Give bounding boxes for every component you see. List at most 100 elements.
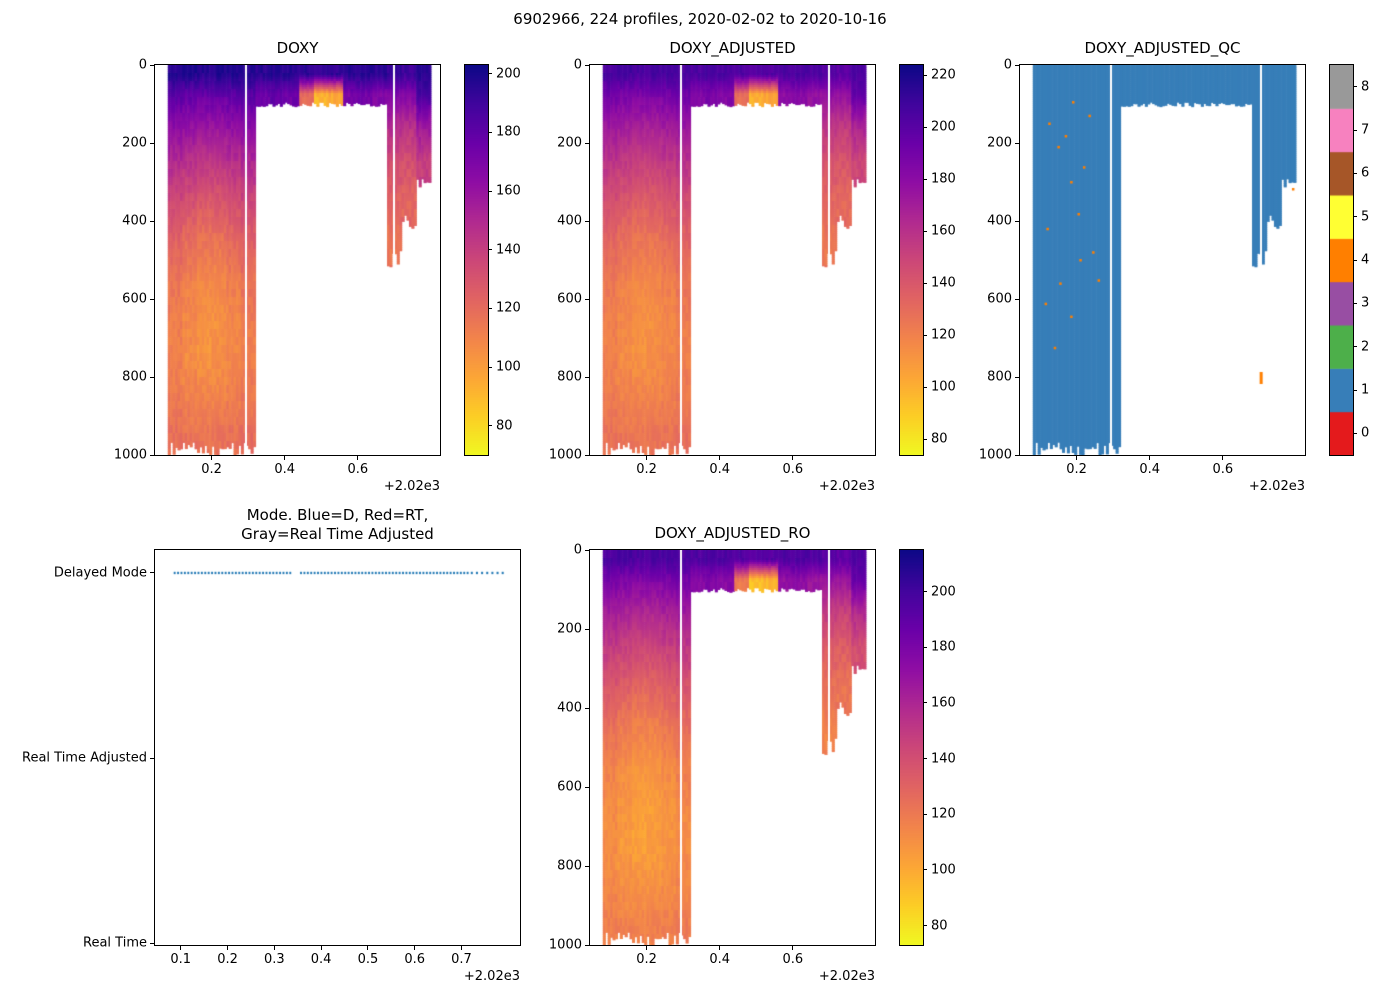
heatmap-canvas-doxy — [155, 65, 440, 455]
colorbar-tick-label: 100 — [496, 359, 521, 375]
x-tick-label: 0.1 — [170, 952, 192, 967]
y-tick-label: 1000 — [548, 447, 582, 463]
x-offset-label: +2.02e3 — [383, 479, 440, 494]
y-tick-label: 800 — [557, 369, 582, 385]
colorbar-tick-mark — [1353, 172, 1357, 174]
y-tick-label: Real Time — [83, 935, 147, 951]
y-tick-mark — [585, 865, 589, 867]
x-tick-label: 0.6 — [347, 462, 369, 477]
y-tick-label: 400 — [987, 213, 1012, 229]
y-tick-mark — [585, 454, 589, 456]
colorbar-tick-label: 100 — [931, 862, 956, 878]
colorbar-tick-label: 220 — [931, 67, 956, 83]
x-tick-label: 0.6 — [404, 952, 426, 967]
y-tick-mark — [150, 454, 154, 456]
colorbar-tick-label: 7 — [1361, 122, 1370, 138]
colorbar-tick-mark — [923, 702, 927, 704]
colorbar-tick-label: 120 — [496, 300, 521, 316]
x-offset-label: +2.02e3 — [818, 479, 875, 494]
colorbar-tick-label: 120 — [931, 327, 956, 343]
colorbar-tick-label: 160 — [931, 223, 956, 239]
x-tick-label: 0.2 — [1066, 462, 1087, 477]
colorbar-tick-label: 140 — [496, 242, 521, 258]
y-tick-mark — [585, 786, 589, 788]
colorbar-tick-mark — [1353, 259, 1357, 261]
x-tick-label: 0.6 — [1212, 462, 1234, 477]
y-tick-label: 200 — [122, 135, 147, 151]
y-tick-mark — [1015, 298, 1019, 300]
y-tick-label: 1000 — [113, 447, 147, 463]
colorbar-doxy: 80 100 120 140 160 180 200 — [464, 64, 521, 456]
x-tick-mark — [320, 946, 322, 950]
y-tick-mark — [150, 572, 154, 574]
colorbar-tick-label: 160 — [931, 695, 956, 711]
x-tick-label: 0.6 — [782, 952, 804, 967]
y-tick-mark — [585, 707, 589, 709]
x-tick-mark — [180, 946, 182, 950]
colorbar-tick-label: 200 — [931, 584, 956, 600]
x-tick-mark — [461, 946, 462, 950]
y-tick-label: 600 — [557, 291, 582, 307]
x-tick-mark — [227, 946, 229, 950]
plot-area-doxy-adjusted-qc: 0.2 0.4 0.6 0 200 400 600 800 1000 — [979, 59, 1306, 476]
y-tick-label: 600 — [557, 779, 582, 795]
colorbar-tick-mark — [923, 334, 927, 336]
y-tick-label: 400 — [557, 700, 582, 716]
y-tick-mark — [1015, 376, 1019, 378]
y-tick-label: 0 — [138, 57, 147, 73]
x-tick-mark — [646, 456, 648, 460]
x-tick-label: 0.4 — [1139, 462, 1161, 477]
x-tick-mark — [1076, 456, 1078, 460]
x-tick-mark — [646, 946, 648, 950]
y-tick-mark — [150, 64, 154, 66]
mode-canvas — [155, 550, 520, 945]
colorbar-tick-label: 140 — [931, 751, 956, 767]
x-tick-label: 0.4 — [709, 462, 731, 477]
colorbar-tick-label: 200 — [931, 119, 956, 135]
colorbar-tick-label: 6 — [1361, 165, 1370, 181]
colorbar-tick-label: 100 — [931, 379, 956, 395]
y-tick-label: 800 — [557, 858, 582, 874]
y-tick-label: 800 — [122, 369, 147, 385]
plot-area-mode: 0.1 0.2 0.3 0.4 0.5 0.6 0.7 Delayed Mode Real Ti… — [22, 549, 521, 966]
x-tick-label: 0.4 — [709, 952, 731, 967]
colorbar-tick-mark — [923, 925, 927, 927]
y-tick-label: 0 — [1003, 57, 1012, 73]
y-tick-label: 200 — [557, 135, 582, 151]
colorbar-tick-mark — [923, 74, 927, 76]
x-tick-label: 0.2 — [636, 462, 657, 477]
panel-doxy-adjusted-title: DOXY_ADJUSTED — [669, 39, 796, 57]
plot-area-doxy-adjusted: 0.2 0.4 0.6 0 200 400 600 800 1000 — [549, 59, 876, 476]
colorbar-qc: 0 1 2 3 4 5 6 7 8 — [1329, 64, 1369, 456]
colorbar-tick-mark — [923, 282, 927, 284]
figure-title: 6902966, 224 profiles, 2020-02-02 to 202… — [513, 10, 887, 28]
colorbar-tick-mark — [1353, 346, 1357, 348]
colorbar-doxy-adjusted-ro: 80 100 120 140 160 180 200 — [899, 549, 956, 946]
y-tick-label: 600 — [122, 291, 147, 307]
heatmap-canvas-doxy-adjusted-ro — [590, 550, 875, 945]
panel-mode-title: Mode. Blue=D, Red=RT, Gray=Real Time Adj… — [241, 506, 434, 543]
x-tick-mark — [284, 456, 286, 460]
panel-doxy-title: DOXY — [276, 39, 319, 57]
y-tick-mark — [1015, 142, 1019, 144]
colorbar-tick-mark — [488, 249, 492, 251]
colorbar-doxy-adjusted: 80 100 120 140 160 180 200 220 — [899, 64, 956, 456]
y-tick-label: Delayed Mode — [53, 565, 147, 581]
colorbar-tick-mark — [923, 126, 927, 128]
y-tick-label: 200 — [987, 135, 1012, 151]
colorbar-tick-mark — [488, 131, 492, 133]
x-tick-mark — [719, 456, 721, 460]
colorbar-tick-mark — [923, 591, 927, 593]
y-tick-mark — [1015, 220, 1019, 222]
x-tick-label: 0.5 — [357, 952, 379, 967]
colorbar-tick-label: 200 — [496, 66, 521, 82]
colorbar-tick-label: 0 — [1361, 425, 1370, 441]
y-tick-mark — [585, 142, 589, 144]
y-tick-label: 200 — [557, 621, 582, 637]
y-tick-label: 0 — [573, 57, 582, 73]
x-tick-label: 0.2 — [217, 952, 238, 967]
colorbar-tick-mark — [1353, 86, 1357, 88]
x-tick-mark — [719, 946, 721, 950]
colorbar-tick-mark — [1353, 389, 1357, 391]
